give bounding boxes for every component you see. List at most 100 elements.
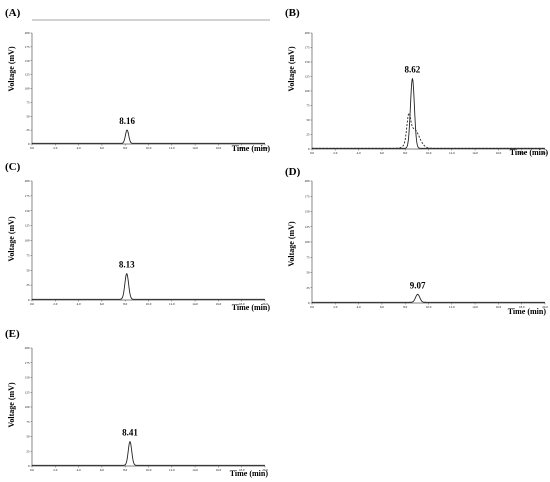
series-trace-d-0 <box>312 293 545 303</box>
series-trace-b-0 <box>312 77 545 149</box>
panel-d: (D) Voltage (mV) Time (min) 0 25 50 75 100 12… <box>285 166 548 316</box>
x-tick-label-c-9: 18.0 <box>239 302 245 306</box>
x-tick-label-c-6: 12.0 <box>169 302 175 306</box>
y-tick-label-c-0: 0 <box>28 298 30 302</box>
y-tick-label-d-2: 50 <box>306 271 310 275</box>
x-axis-title-a: Time (min) <box>232 144 271 153</box>
x-tick-label-b-7: 14.0 <box>472 151 478 155</box>
y-tick-label-a-2: 50 <box>26 114 30 118</box>
x-tick-label-d-5: 10.0 <box>426 305 432 309</box>
x-tick-label-b-1: 2.0 <box>333 151 337 155</box>
y-tick-label-d-0: 0 <box>308 301 310 305</box>
x-tick-label-c-7: 14.0 <box>192 302 198 306</box>
x-tick-label-a-6: 12.0 <box>169 146 175 150</box>
y-tick-label-b-3: 75 <box>306 104 310 108</box>
y-tick-label-a-7: 175 <box>25 45 30 49</box>
x-tick-label-a-4: 8.0 <box>123 146 127 150</box>
x-tick-label-a-1: 2.0 <box>53 146 57 150</box>
x-tick-label-b-10: 20.0 <box>542 151 548 155</box>
x-tick-label-d-4: 8.0 <box>403 305 407 309</box>
x-tick-label-e-8: 16.0 <box>216 468 222 472</box>
peak-label-b: 8.62 <box>405 65 421 75</box>
x-tick-label-d-0: 0.0 <box>310 305 314 309</box>
y-tick-label-b-2: 50 <box>306 118 310 122</box>
y-tick-label-c-7: 175 <box>25 194 30 198</box>
y-tick-label-e-4: 100 <box>25 405 30 409</box>
x-tick-label-e-0: 0.0 <box>30 468 34 472</box>
y-tick-label-c-5: 125 <box>25 224 30 228</box>
y-tick-label-c-8: 200 <box>25 179 30 183</box>
y-tick-label-c-4: 100 <box>25 239 30 243</box>
panel-label-b: (B) <box>285 7 300 19</box>
x-tick-label-c-0: 0.0 <box>30 302 34 306</box>
x-tick-label-a-5: 10.0 <box>146 146 152 150</box>
y-tick-label-b-5: 125 <box>305 75 310 79</box>
y-tick-label-a-3: 75 <box>26 100 30 104</box>
x-tick-label-d-2: 4.0 <box>357 305 361 309</box>
x-tick-label-e-5: 10.0 <box>146 468 152 472</box>
panel-label-e: (E) <box>5 328 20 340</box>
panel-a: (A) Voltage (mV) Time (min) 0 25 50 75 100 12… <box>5 7 270 153</box>
y-tick-label-e-2: 50 <box>26 435 30 439</box>
x-tick-label-c-1: 2.0 <box>53 302 57 306</box>
x-tick-label-e-7: 14.0 <box>192 468 198 472</box>
x-tick-label-c-8: 16.0 <box>216 302 222 306</box>
y-tick-label-d-8: 200 <box>305 179 310 183</box>
panel-label-a: (A) <box>5 7 21 19</box>
y-tick-label-c-3: 75 <box>26 253 30 257</box>
x-axis-title-e: Time (min) <box>230 469 269 478</box>
x-tick-label-e-4: 8.0 <box>123 468 127 472</box>
y-tick-label-e-7: 175 <box>25 361 30 365</box>
x-tick-label-a-3: 6.0 <box>100 146 104 150</box>
y-axis-title-c: Voltage (mV) <box>7 216 16 262</box>
x-tick-label-a-7: 14.0 <box>192 146 198 150</box>
y-tick-label-b-8: 200 <box>305 31 310 35</box>
y-tick-label-e-0: 0 <box>28 464 30 468</box>
y-tick-label-a-4: 100 <box>25 87 30 91</box>
x-axis-title-b: Time (min) <box>510 148 549 157</box>
series-trace-b-1 <box>312 112 545 149</box>
x-tick-label-d-10: 20.0 <box>542 305 548 309</box>
y-tick-label-d-1: 25 <box>306 286 310 290</box>
y-tick-label-b-1: 25 <box>306 133 310 137</box>
x-tick-label-e-2: 4.0 <box>77 468 81 472</box>
x-tick-label-b-2: 4.0 <box>357 151 361 155</box>
x-tick-label-e-6: 12.0 <box>169 468 175 472</box>
x-tick-label-d-6: 12.0 <box>449 305 455 309</box>
x-tick-label-d-7: 14.0 <box>472 305 478 309</box>
series-trace-c-0 <box>32 273 265 300</box>
y-tick-label-a-8: 200 <box>25 31 30 35</box>
y-tick-label-a-1: 25 <box>26 128 30 132</box>
x-tick-label-d-8: 16.0 <box>496 305 502 309</box>
y-tick-label-c-1: 25 <box>26 283 30 287</box>
x-tick-label-a-8: 16.0 <box>216 146 222 150</box>
x-tick-label-d-1: 2.0 <box>333 305 337 309</box>
x-tick-label-c-5: 10.0 <box>146 302 152 306</box>
y-tick-label-e-3: 75 <box>26 420 30 424</box>
x-tick-label-b-0: 0.0 <box>310 151 314 155</box>
y-tick-label-b-0: 0 <box>308 147 310 151</box>
x-tick-label-a-2: 4.0 <box>77 146 81 150</box>
peak-label-a: 8.16 <box>119 116 135 126</box>
x-tick-label-a-0: 0.0 <box>30 146 34 150</box>
panel-c: (C) Voltage (mV) Time (min) 0 25 50 75 100 12… <box>5 161 270 312</box>
y-axis-title-e: Voltage (mV) <box>7 382 16 428</box>
y-tick-label-d-3: 75 <box>306 255 310 259</box>
x-axis-title-d: Time (min) <box>508 307 547 316</box>
y-tick-label-e-6: 150 <box>25 376 30 380</box>
y-axis-title-b: Voltage (mV) <box>287 46 296 92</box>
x-tick-label-b-4: 8.0 <box>403 151 407 155</box>
y-tick-label-e-5: 125 <box>25 390 30 394</box>
panel-label-d: (D) <box>285 166 301 178</box>
y-tick-label-e-8: 200 <box>25 346 30 350</box>
x-tick-label-b-5: 10.0 <box>426 151 432 155</box>
y-tick-label-b-6: 150 <box>305 60 310 64</box>
x-tick-label-e-1: 2.0 <box>53 468 57 472</box>
x-tick-label-c-4: 8.0 <box>123 302 127 306</box>
y-tick-label-a-0: 0 <box>28 142 30 146</box>
y-tick-label-e-1: 25 <box>26 449 30 453</box>
y-tick-label-d-6: 150 <box>305 210 310 214</box>
y-tick-label-d-5: 125 <box>305 225 310 229</box>
x-tick-label-b-8: 16.0 <box>496 151 502 155</box>
